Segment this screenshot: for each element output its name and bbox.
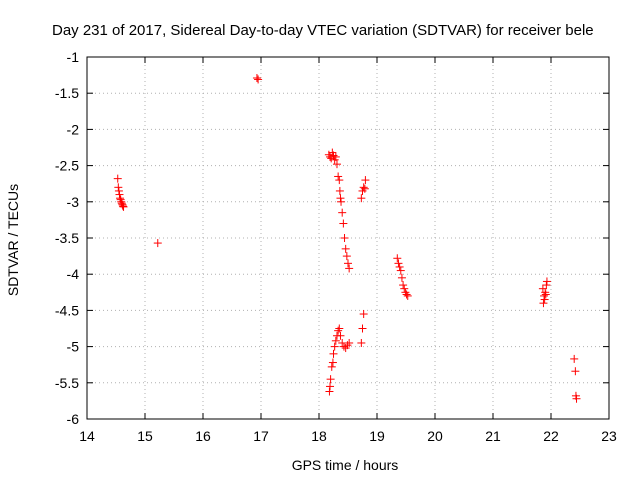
data-point <box>341 244 350 253</box>
y-tick-label: -5 <box>67 339 80 355</box>
data-point <box>327 362 336 371</box>
x-tick-label: 14 <box>79 428 95 444</box>
data-point <box>540 295 549 304</box>
data-point <box>329 349 338 358</box>
y-tick-label: -3.5 <box>55 230 79 246</box>
data-point <box>339 342 348 351</box>
grid <box>87 57 609 419</box>
data-point <box>345 264 354 273</box>
data-point <box>357 338 366 347</box>
y-axis-label: SDTVAR / TECUs <box>5 184 21 296</box>
y-tick-label: -6 <box>67 411 80 427</box>
data-point <box>403 291 412 300</box>
data-point <box>396 266 405 275</box>
data-point <box>114 186 123 195</box>
data-point <box>542 277 551 286</box>
x-tick-label: 17 <box>253 428 269 444</box>
x-tick-label: 20 <box>427 428 443 444</box>
y-tick-label: -4.5 <box>55 302 79 318</box>
data-point <box>572 394 581 403</box>
data-point <box>153 239 162 248</box>
data-point <box>331 152 340 161</box>
chart-title: Day 231 of 2017, Sidereal Day-to-day VTE… <box>52 22 594 39</box>
data-point <box>331 336 340 345</box>
data-point <box>359 183 368 192</box>
data-point <box>402 290 411 299</box>
data-point <box>252 73 261 82</box>
data-point <box>542 281 551 290</box>
data-point <box>118 202 127 211</box>
x-axis-label: GPS time / hours <box>292 457 399 473</box>
data-point <box>254 75 263 84</box>
data-point <box>400 284 409 293</box>
data-point <box>360 184 369 193</box>
data-point <box>335 324 344 333</box>
data-point <box>342 252 351 261</box>
data-point <box>361 176 370 185</box>
data-point <box>359 310 368 319</box>
y-tick-label: -3 <box>67 194 80 210</box>
data-points <box>113 73 581 403</box>
data-point <box>336 194 345 203</box>
y-tick-label: -5.5 <box>55 375 79 391</box>
data-point <box>334 172 343 181</box>
data-point <box>326 375 335 384</box>
data-point <box>357 194 366 203</box>
data-point <box>397 273 406 282</box>
y-tick-label: -1 <box>67 49 80 65</box>
data-point <box>337 197 346 206</box>
data-point <box>339 219 348 228</box>
x-tick-label: 23 <box>601 428 617 444</box>
data-point <box>340 234 349 242</box>
data-point <box>328 358 337 367</box>
data-point <box>395 262 404 271</box>
data-point <box>338 208 347 217</box>
data-point <box>335 186 344 195</box>
data-point <box>119 202 128 211</box>
x-tick-label: 19 <box>369 428 385 444</box>
data-point <box>330 342 339 351</box>
data-point <box>338 338 347 347</box>
data-point <box>116 194 125 203</box>
data-point <box>115 190 124 199</box>
x-tick-label: 15 <box>137 428 153 444</box>
data-point <box>394 259 403 268</box>
y-tick-label: -1.5 <box>55 85 79 101</box>
data-point <box>345 338 354 347</box>
data-point <box>113 174 122 183</box>
y-tick-label: -2.5 <box>55 158 79 174</box>
data-point <box>539 299 548 308</box>
data-point <box>393 254 402 263</box>
data-point <box>332 160 341 169</box>
x-tick-label: 22 <box>543 428 559 444</box>
y-tick-label: -4 <box>67 266 80 282</box>
data-point <box>399 281 408 290</box>
data-point <box>344 259 352 268</box>
x-tick-label: 18 <box>311 428 327 444</box>
data-point <box>326 382 335 391</box>
axis-ticks: 14 15 16 17 18 19 20 21 22 23 -1 -1.5 -2 -2.5 -3 -3.5 -4… <box>55 49 617 444</box>
y-tick-label: -2 <box>67 121 80 137</box>
data-point <box>541 290 550 299</box>
data-point <box>570 354 579 363</box>
x-tick-label: 16 <box>195 428 211 444</box>
data-point <box>540 291 549 300</box>
data-point <box>336 331 345 340</box>
data-point <box>335 176 344 185</box>
data-point <box>114 183 123 192</box>
data-point <box>571 367 580 376</box>
x-tick-label: 21 <box>485 428 501 444</box>
data-point <box>358 324 367 333</box>
data-point <box>325 387 334 396</box>
